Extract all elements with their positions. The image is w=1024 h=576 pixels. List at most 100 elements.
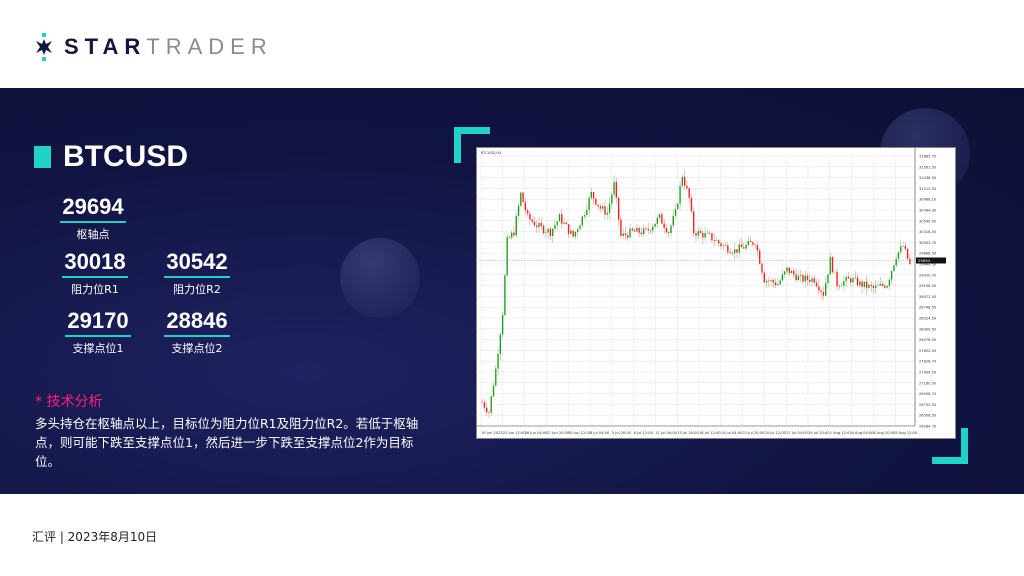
x-tick-label: 11 Jul 04:00 (655, 431, 677, 435)
candle-body (565, 222, 567, 225)
candle-body (488, 412, 490, 413)
y-tick-label: 27628.70 (919, 360, 937, 364)
s2-label: 支撑点位2 (171, 342, 223, 355)
candle-body (818, 286, 820, 291)
y-tick-label: 29196.50 (919, 284, 937, 288)
candle-body (715, 240, 718, 241)
candle-body (561, 214, 563, 224)
candle-body (784, 271, 786, 275)
candle-body (856, 277, 859, 286)
candle-body (683, 176, 686, 186)
candle-body (900, 246, 902, 253)
candle-body (747, 240, 750, 245)
candle-body (815, 282, 818, 287)
x-tick-label: 13 Jul 20:00 (677, 431, 699, 435)
candle-body (688, 188, 690, 198)
candle-body (529, 213, 531, 220)
candle-body (581, 216, 583, 226)
candle-body (902, 245, 904, 247)
candle-body (558, 214, 561, 222)
y-tick-label: 26956.70 (919, 392, 937, 396)
candle-body (490, 396, 492, 413)
candle-body (852, 278, 854, 283)
y-tick-label: 27404.50 (919, 371, 937, 375)
candle-body (540, 223, 542, 226)
candle-body (577, 229, 579, 232)
candle-body (781, 274, 784, 281)
candle-body (745, 244, 747, 249)
x-tick-label: 3 Jul 04:00 (590, 431, 610, 435)
candle-body (863, 281, 866, 287)
candle-body (624, 233, 627, 236)
y-tick-label: 30540.50 (919, 219, 937, 223)
candle-body (731, 253, 734, 254)
candle-body (895, 258, 897, 266)
x-tick-label: 30 Jun 12:00 (568, 431, 592, 435)
candle-body (656, 217, 659, 224)
candle-body (868, 284, 870, 288)
x-tick-label: 9 Aug 12:00 (895, 431, 918, 435)
x-tick-label: 19 Jun 2023 (481, 431, 503, 435)
pivot-label: 枢轴点 (76, 228, 110, 241)
candle-body (574, 231, 577, 237)
candle-body (877, 285, 879, 287)
candle-body (708, 232, 711, 234)
candle-body (693, 211, 695, 234)
y-tick-label: 27852.50 (919, 349, 937, 353)
candle-body (845, 276, 847, 281)
y-tick-label: 28524.50 (919, 317, 937, 321)
candle-body (526, 210, 529, 214)
candle-body (697, 231, 699, 236)
y-tick-label: 30764.30 (919, 209, 937, 213)
candle-body (563, 222, 565, 224)
r2-level: 30542 阻力位R2 (152, 249, 242, 297)
last-price-tag (916, 257, 946, 264)
header: STARTRADER (0, 0, 1024, 88)
candle-body (665, 227, 668, 233)
x-tick-label: 21 Jul 20:00 (743, 431, 765, 435)
candle-body (508, 237, 511, 238)
candle-body (686, 185, 688, 189)
candle-body (583, 214, 586, 217)
corner-bracket (454, 127, 490, 163)
candle-body (506, 237, 508, 276)
candle-body (536, 225, 538, 228)
candle-body (699, 231, 702, 233)
candle-body (670, 225, 672, 234)
x-tick-label: 27 Jun 20:00 (546, 431, 570, 435)
candle-body (827, 274, 829, 284)
candle-body (859, 281, 861, 286)
x-tick-label: 4 Aug 04:00 (852, 431, 875, 435)
s2-level: 28846 支撑点位2 (152, 308, 242, 356)
candle-body (890, 271, 893, 280)
r2-value: 30542 (164, 249, 230, 278)
candle-body (822, 291, 825, 296)
candle-body (606, 212, 608, 215)
candle-body (483, 402, 486, 408)
candle-body (831, 257, 834, 273)
x-tick-label: 26 Jun 04:00 (525, 431, 549, 435)
candle-body (743, 247, 745, 249)
candle-body (633, 230, 636, 232)
candle-body (736, 249, 738, 253)
candle-body (770, 280, 772, 282)
candle-body (884, 285, 886, 288)
pivot-value: 29694 (60, 194, 126, 223)
candle-body (631, 228, 633, 231)
candle-body (886, 286, 888, 288)
candle-body (551, 228, 554, 236)
candle-body (499, 334, 502, 355)
candle-body (531, 219, 533, 222)
candle-body (813, 278, 815, 283)
r2-label: 阻力位R2 (173, 283, 221, 296)
candle-body (517, 205, 520, 216)
logo-text-trader: TRADER (146, 34, 273, 59)
candle-body (820, 290, 822, 292)
s1-label: 支撑点位1 (72, 342, 124, 355)
candle-body (795, 274, 797, 281)
candle-body (627, 235, 629, 238)
candle-body (663, 223, 665, 228)
candle-body (893, 265, 895, 272)
candle-body (733, 249, 736, 254)
candle-body (677, 203, 679, 210)
